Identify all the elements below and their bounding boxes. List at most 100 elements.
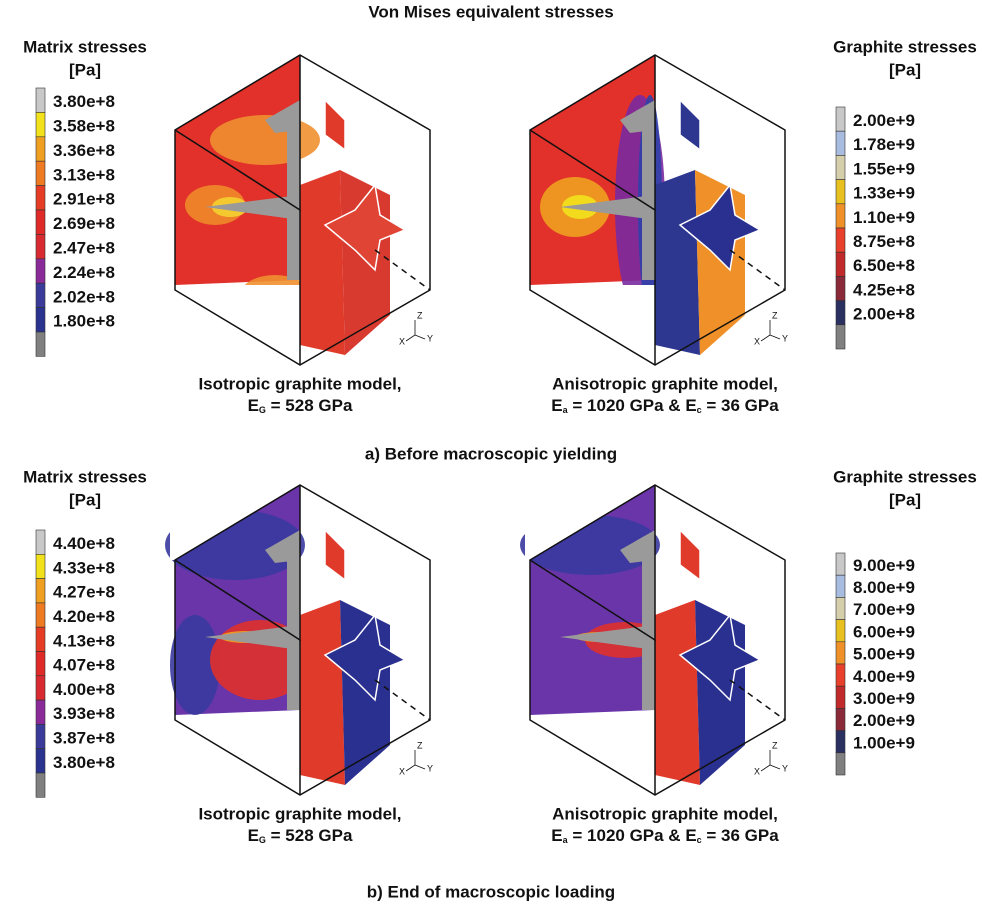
caption-part: E xyxy=(551,396,562,415)
colorbar-cell xyxy=(836,664,845,686)
colorbar-cell xyxy=(836,553,845,575)
colorbar-cell xyxy=(836,155,845,179)
colorbar-label: 1.78e+9 xyxy=(853,135,915,154)
caption-part: E xyxy=(248,396,259,415)
colorbar-cell xyxy=(36,259,45,283)
panel-label: a) Before macroscopic yielding xyxy=(365,444,617,463)
colorbar-cell xyxy=(836,252,845,276)
graphite-star xyxy=(325,100,345,150)
graphite-bar xyxy=(642,110,655,280)
colorbar-label: 2.02e+8 xyxy=(53,287,115,306)
graphite-bar xyxy=(287,110,300,280)
colorbar-cell xyxy=(36,724,45,748)
colorbar-cell xyxy=(36,234,45,258)
colorbar-label: 7.00e+9 xyxy=(853,600,915,619)
colorbar-label: 2.00e+9 xyxy=(853,111,915,130)
colorbar-label: 4.20e+8 xyxy=(53,607,115,626)
colorbar-cell xyxy=(36,579,45,603)
graphite-fin xyxy=(300,170,345,355)
caption-line: Anisotropic graphite model, xyxy=(552,804,778,823)
colorbar-label: 3.00e+9 xyxy=(853,689,915,708)
graphite-bar xyxy=(287,540,300,710)
triad-label: Z xyxy=(772,310,778,320)
stress-region xyxy=(210,115,320,165)
colorbar-label: 8.75e+8 xyxy=(853,232,915,251)
caption-line: Ea = 1020 GPa & Ec = 36 GPa xyxy=(551,396,779,415)
caption-line: Isotropic graphite model, xyxy=(198,804,401,823)
caption-line: Isotropic graphite model, xyxy=(198,374,401,393)
triad-label: X xyxy=(754,336,760,346)
triad-axis xyxy=(415,335,425,339)
colorbar-label: 3.87e+8 xyxy=(53,728,115,747)
colorbar-cell xyxy=(36,749,45,773)
graphite-star xyxy=(325,530,345,580)
colorbar-cell xyxy=(36,627,45,651)
colorbar-label: 4.00e+9 xyxy=(853,667,915,686)
triad-axis xyxy=(406,335,415,341)
graphite-fin xyxy=(655,170,700,355)
colorbar-label: 2.91e+8 xyxy=(53,190,115,209)
colorbar-label: 4.25e+8 xyxy=(853,280,915,299)
fem-render: Z X Y xyxy=(525,50,788,375)
triad-label: Z xyxy=(772,740,778,750)
caption-line: EG = 528 GPa xyxy=(248,826,353,845)
colorbar-cell xyxy=(836,228,845,252)
triad-label: Z xyxy=(417,310,423,320)
triad-label: X xyxy=(754,766,760,776)
colorbar-cell xyxy=(36,88,45,112)
legend-title: Matrix stresses xyxy=(23,467,147,486)
graphite-fin xyxy=(655,600,700,785)
colorbar-cell xyxy=(36,186,45,210)
colorbar-label: 3.36e+8 xyxy=(53,141,115,160)
triad-axis xyxy=(770,765,780,769)
colorbar-label: 4.00e+8 xyxy=(53,680,115,699)
colorbar-label: 2.00e+8 xyxy=(853,305,915,324)
colorbar-label: 3.80e+8 xyxy=(53,92,115,111)
caption-part: E xyxy=(248,826,259,845)
colorbar-label: 2.47e+8 xyxy=(53,239,115,258)
colorbar-cell xyxy=(836,180,845,204)
triad-label: Y xyxy=(427,763,433,773)
colorbar-cell xyxy=(836,204,845,228)
caption-line: Anisotropic graphite model, xyxy=(552,374,778,393)
colorbar-cell xyxy=(836,276,845,300)
colorbar-cell xyxy=(36,161,45,185)
colorbar-cell xyxy=(36,210,45,234)
colorbar-cell xyxy=(36,308,45,332)
caption-part: G xyxy=(259,405,266,415)
caption-part: = 1020 GPa & xyxy=(568,826,686,845)
colorbar-cell xyxy=(36,332,45,356)
triad-label: Z xyxy=(417,740,423,750)
legend-unit: [Pa] xyxy=(889,490,921,509)
colorbar-cell xyxy=(36,112,45,136)
triad-axis xyxy=(761,765,770,771)
caption-part: E xyxy=(551,826,562,845)
colorbar-label: 6.50e+8 xyxy=(853,256,915,275)
triad-label: Y xyxy=(782,333,788,343)
colorbar-cell xyxy=(836,301,845,325)
colorbar-label: 8.00e+9 xyxy=(853,578,915,597)
caption-part: = 36 GPa xyxy=(702,396,780,415)
caption-part: E xyxy=(685,396,696,415)
colorbar-cell xyxy=(836,753,845,775)
graphite-bar xyxy=(642,540,655,710)
panel-label: b) End of macroscopic loading xyxy=(367,882,615,901)
colorbar-cell xyxy=(836,620,845,642)
colorbar-label: 3.58e+8 xyxy=(53,117,115,136)
colorbar-cell xyxy=(836,325,845,349)
triad-label: X xyxy=(399,766,405,776)
colorbar-cell xyxy=(36,700,45,724)
triad-axis xyxy=(770,335,780,339)
colorbar-label: 4.27e+8 xyxy=(53,583,115,602)
caption-part: = 528 GPa xyxy=(266,826,353,845)
triad-label: Y xyxy=(782,763,788,773)
colorbar-cell xyxy=(836,575,845,597)
triad-label: Y xyxy=(427,333,433,343)
colorbar-label: 1.10e+9 xyxy=(853,208,915,227)
colorbar-label: 4.07e+8 xyxy=(53,656,115,675)
colorbar-label: 4.33e+8 xyxy=(53,558,115,577)
colorbar-cell xyxy=(836,708,845,730)
colorbar-cell xyxy=(36,283,45,307)
figure: Von Mises equivalent stresses Matrix str… xyxy=(0,0,982,910)
